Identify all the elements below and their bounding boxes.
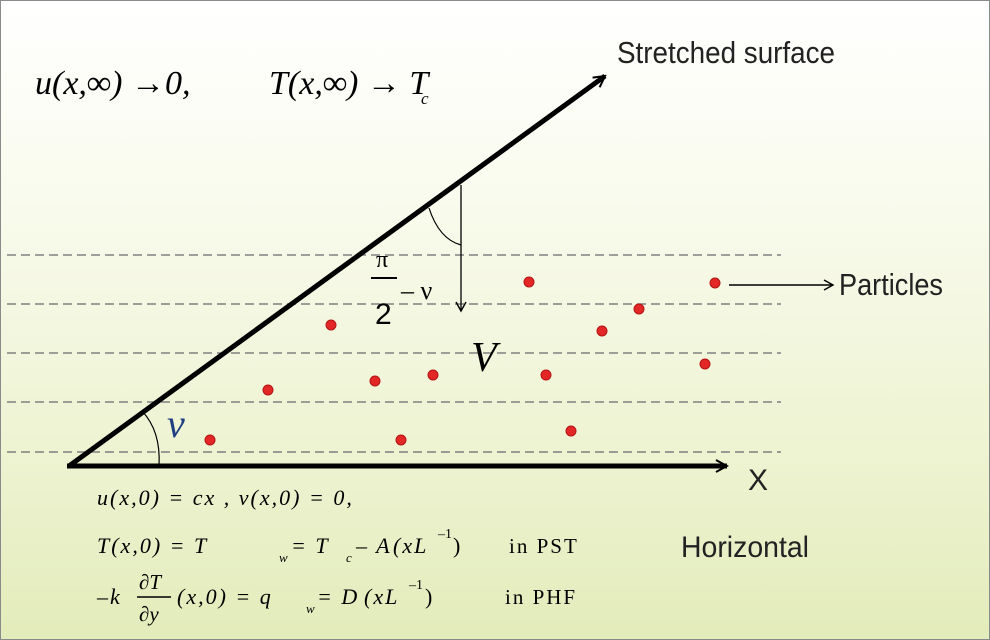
particle	[427, 369, 439, 381]
stretched-surface-arrow	[67, 73, 605, 469]
t-infinity-sub: c	[421, 89, 429, 108]
particle	[262, 384, 274, 396]
bc-line-3: –k ∂T ∂y (x,0) = q w = D (xL –1 ) in PHF	[96, 570, 577, 626]
bc3-dy: ∂y	[139, 602, 159, 626]
bc2-rest: – A	[355, 533, 392, 558]
particle	[540, 369, 552, 381]
bc3-args: (x,0) = q	[177, 584, 273, 609]
angle-pi-half-arc	[428, 207, 462, 246]
bc2-w-sub: w	[279, 550, 288, 565]
horizontal-label: Horizontal	[681, 531, 809, 564]
particle	[369, 375, 381, 387]
bc-line-2: T(x,0) = T w = T c – A (xL –1 ) in PST	[97, 527, 579, 565]
bc2-exp: –1	[437, 527, 452, 542]
bc3-exp: –1	[408, 578, 423, 593]
particle	[325, 319, 337, 331]
gravity-label: V	[471, 335, 501, 381]
bc3-close: )	[425, 584, 432, 609]
particles	[204, 276, 721, 446]
bc2-paren: (xL	[393, 533, 428, 558]
bc2-eq-Tc: = T	[291, 533, 330, 558]
particle	[633, 303, 645, 315]
particle	[709, 277, 721, 289]
x-axis-label: X	[748, 464, 768, 497]
minus-nu-symbol: – ν	[400, 276, 433, 305]
particle	[523, 276, 535, 288]
bc3-dT: ∂T	[139, 570, 162, 594]
bc2-T-prefix: T(x,0) = T	[97, 533, 208, 558]
bc3-paren: (xL	[364, 584, 399, 609]
bc3-minus-k: –k	[96, 584, 122, 609]
flow-layers	[7, 254, 781, 453]
pi-symbol: π	[376, 247, 388, 273]
u-infinity-condition: u(x,∞) →0,	[35, 65, 190, 102]
two-symbol: 2	[375, 298, 392, 331]
bc2-close: )	[453, 533, 460, 558]
t-infinity-main: T(x,∞) → T	[269, 65, 430, 102]
t-infinity-condition: T(x,∞) → T c	[269, 65, 430, 108]
bc3-case: in PHF	[505, 585, 577, 609]
particles-label: Particles	[839, 267, 943, 302]
angle-nu-arc	[141, 410, 160, 467]
particle	[204, 434, 216, 446]
particle	[395, 434, 407, 446]
bc3-eq-D: = D	[317, 584, 359, 609]
particle	[596, 325, 608, 337]
bc2-case: in PST	[509, 534, 579, 558]
particle	[565, 425, 577, 437]
angle-pi-half-label: π 2 – ν	[371, 247, 433, 331]
bc3-w-sub: w	[306, 601, 315, 616]
bc-line-1: u(x,0) = cx , v(x,0) = 0,	[97, 485, 354, 510]
bc2-c-sub: c	[346, 550, 352, 565]
particle	[699, 358, 711, 370]
stretched-surface-label: Stretched surface	[617, 35, 835, 70]
angle-nu-label: ν	[167, 401, 185, 446]
